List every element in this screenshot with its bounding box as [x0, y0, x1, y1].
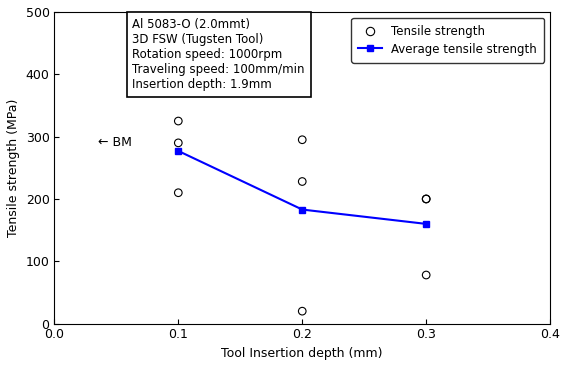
Legend: Tensile strength, Average tensile strength: Tensile strength, Average tensile streng… — [351, 18, 544, 63]
Text: Al 5083-O (2.0mmt)
3D FSW (Tugsten Tool)
Rotation speed: 1000rpm
Traveling speed: Al 5083-O (2.0mmt) 3D FSW (Tugsten Tool)… — [133, 18, 305, 91]
Point — [174, 140, 183, 146]
Point — [422, 196, 431, 202]
Point — [298, 179, 307, 185]
Point — [422, 196, 431, 202]
Point — [298, 308, 307, 314]
X-axis label: Tool Insertion depth (mm): Tool Insertion depth (mm) — [222, 347, 383, 360]
Y-axis label: Tensile strength (MPa): Tensile strength (MPa) — [7, 99, 20, 237]
Point — [422, 272, 431, 278]
Point — [298, 137, 307, 143]
Point — [174, 118, 183, 124]
Text: ← BM: ← BM — [98, 137, 132, 149]
Point — [174, 190, 183, 196]
